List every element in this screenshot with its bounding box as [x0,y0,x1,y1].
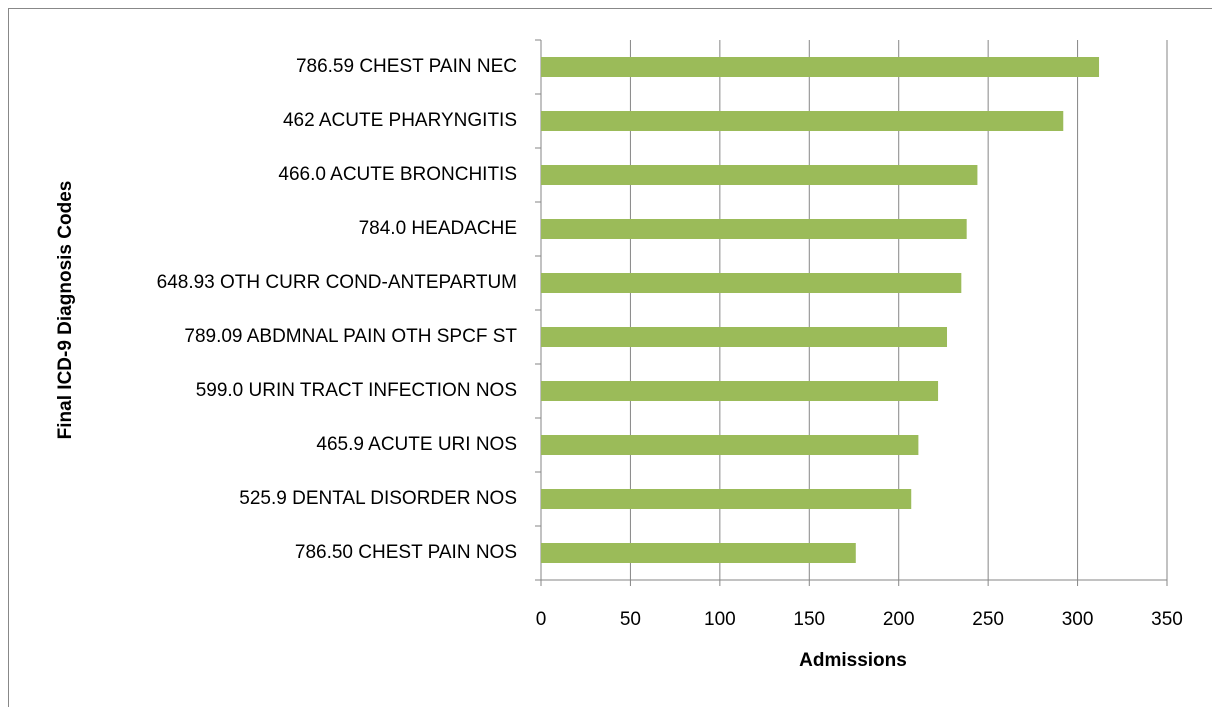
y-tick-label: 789.09 ABDMNAL PAIN OTH SPCF ST [184,326,517,347]
x-axis-label: Admissions [799,650,907,671]
y-tick-label: 786.50 CHEST PAIN NOS [295,542,517,563]
y-tick-label: 786.59 CHEST PAIN NEC [296,56,517,77]
x-tick-label: 200 [883,609,915,630]
x-tick-label: 150 [793,609,825,630]
bar [541,273,961,293]
x-tick-label: 50 [620,609,641,630]
bar [541,381,938,401]
bar [541,327,947,347]
bar [541,165,977,185]
bar [541,489,911,509]
bar [541,219,967,239]
y-tick-label: 599.0 URIN TRACT INFECTION NOS [196,380,517,401]
y-axis-label: Final ICD-9 Diagnosis Codes [55,181,76,440]
x-tick-label: 100 [704,609,736,630]
x-tick-label: 250 [972,609,1004,630]
y-tick-label: 465.9 ACUTE URI NOS [316,434,517,455]
y-tick-label: 648.93 OTH CURR COND-ANTEPARTUM [157,272,517,293]
bar [541,57,1099,77]
y-tick-label: 466.0 ACUTE BRONCHITIS [278,164,517,185]
y-tick-label: 462 ACUTE PHARYNGITIS [283,110,517,131]
bar [541,543,856,563]
x-tick-label: 0 [536,609,547,630]
bar [541,435,918,455]
y-tick-label: 525.9 DENTAL DISORDER NOS [239,488,517,509]
x-tick-label: 350 [1151,609,1183,630]
x-tick-label: 300 [1062,609,1094,630]
bar [541,111,1063,131]
y-tick-label: 784.0 HEADACHE [359,218,517,239]
